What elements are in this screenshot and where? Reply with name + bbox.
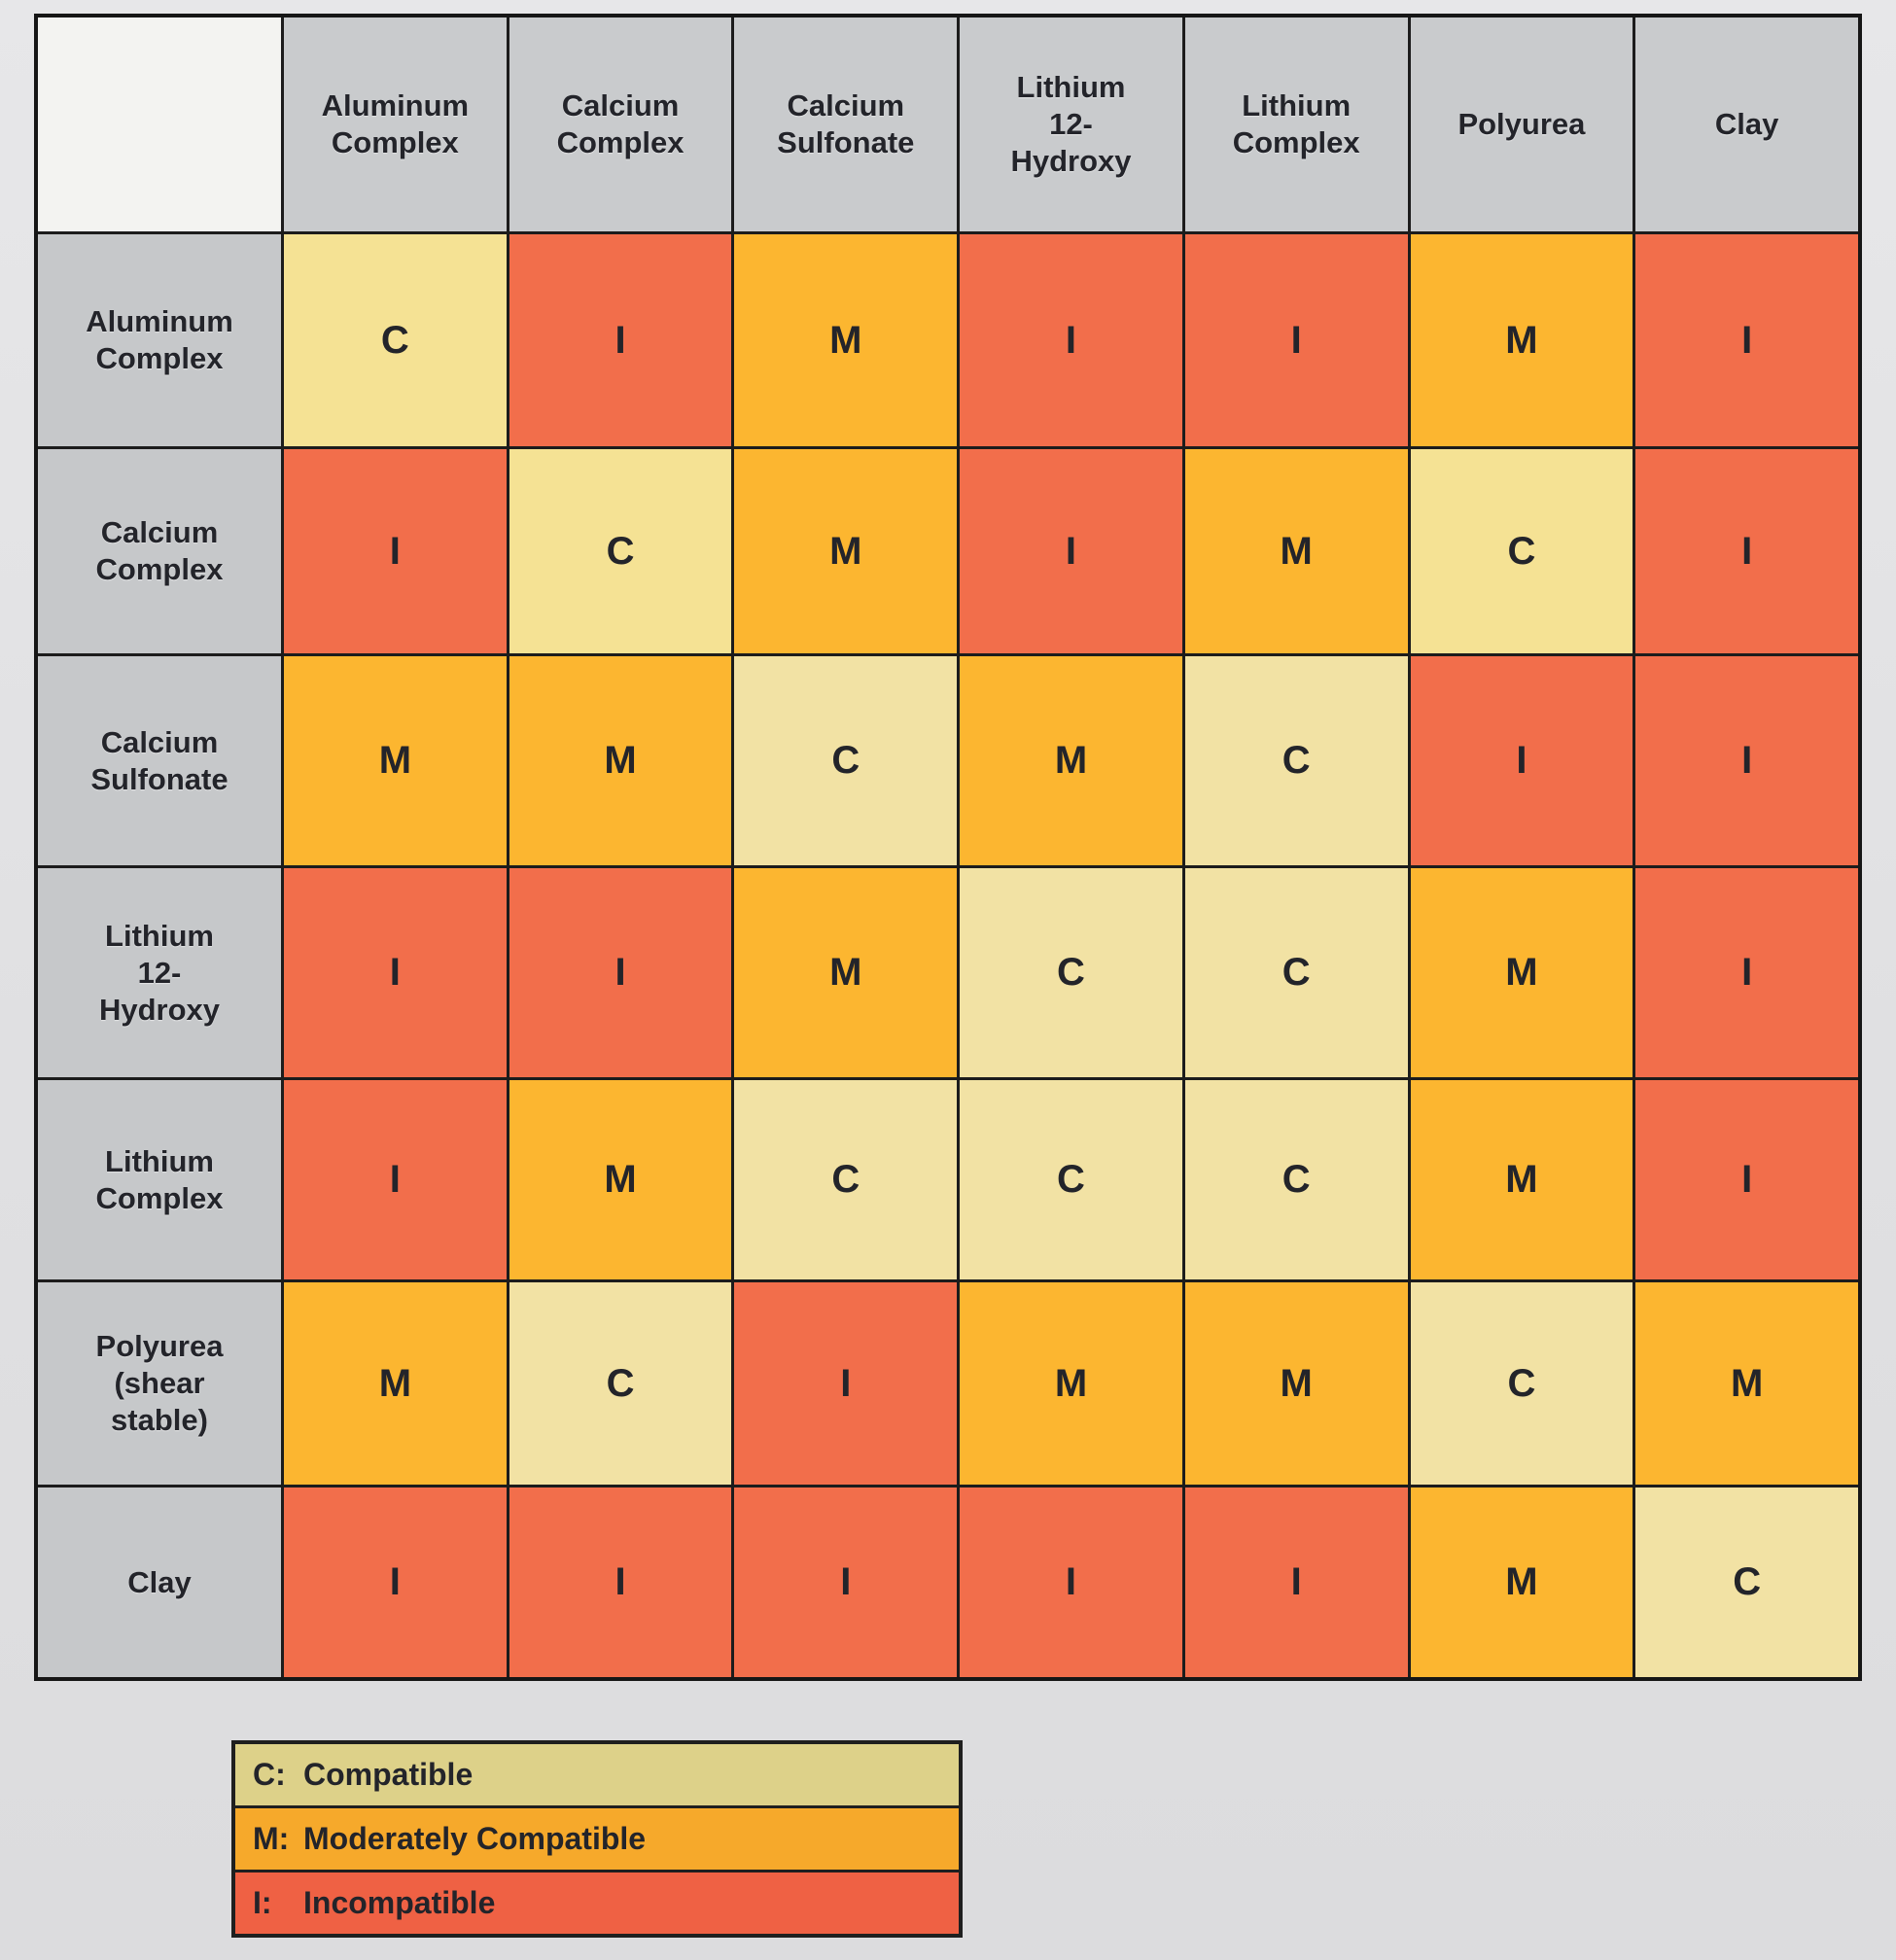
column-header-6: Polyurea: [1410, 18, 1633, 231]
legend-code-moderately-compatible: M:: [253, 1821, 290, 1856]
row-header-1: Aluminum Complex: [38, 234, 281, 446]
column-header-2: Calcium Complex: [509, 18, 732, 231]
matrix-cell-r2-c1: I: [284, 449, 507, 653]
matrix-cell-r6-c5: M: [1184, 1282, 1408, 1485]
legend-item-incompatible: I: Incompatible: [235, 1870, 959, 1934]
matrix-cell-r5-c7: I: [1635, 1080, 1858, 1279]
matrix-cell-r3-c7: I: [1635, 656, 1858, 865]
matrix-cell-r4-c2: I: [509, 868, 732, 1077]
column-header-5: Lithium Complex: [1184, 18, 1408, 231]
matrix-cell-r3-c3: C: [734, 656, 958, 865]
matrix-cell-r5-c5: C: [1184, 1080, 1408, 1279]
matrix-corner-cell: [38, 18, 281, 231]
legend: C: Compatible M: Moderately Compatible I…: [231, 1740, 963, 1938]
matrix-cell-r5-c4: C: [960, 1080, 1182, 1279]
matrix-cell-r2-c7: I: [1635, 449, 1858, 653]
row-header-2: Calcium Complex: [38, 449, 281, 653]
column-header-4: Lithium 12- Hydroxy: [960, 18, 1182, 231]
matrix-cell-r6-c7: M: [1635, 1282, 1858, 1485]
matrix-cell-r2-c4: I: [960, 449, 1182, 653]
matrix-cell-r3-c5: C: [1184, 656, 1408, 865]
legend-item-moderately-compatible: M: Moderately Compatible: [235, 1805, 959, 1870]
matrix-cell-r4-c7: I: [1635, 868, 1858, 1077]
matrix-cell-r5-c1: I: [284, 1080, 507, 1279]
matrix-cell-r2-c6: C: [1410, 449, 1633, 653]
matrix-cell-r7-c4: I: [960, 1488, 1182, 1677]
matrix-cell-r2-c2: C: [509, 449, 732, 653]
matrix-cell-r4-c1: I: [284, 868, 507, 1077]
matrix-cell-r4-c6: M: [1410, 868, 1633, 1077]
matrix-cell-r1-c3: M: [734, 234, 958, 446]
matrix-cell-r6-c6: C: [1410, 1282, 1633, 1485]
legend-code-incompatible: I:: [253, 1885, 272, 1920]
matrix-cell-r2-c5: M: [1184, 449, 1408, 653]
row-header-6: Polyurea (shear stable): [38, 1282, 281, 1485]
column-header-3: Calcium Sulfonate: [734, 18, 958, 231]
row-header-5: Lithium Complex: [38, 1080, 281, 1279]
matrix-cell-r1-c2: I: [509, 234, 732, 446]
matrix-cell-r1-c1: C: [284, 234, 507, 446]
matrix-cell-r5-c6: M: [1410, 1080, 1633, 1279]
row-header-4: Lithium 12- Hydroxy: [38, 868, 281, 1077]
matrix-cell-r5-c2: M: [509, 1080, 732, 1279]
column-header-1: Aluminum Complex: [284, 18, 507, 231]
matrix-cell-r2-c3: M: [734, 449, 958, 653]
matrix-cell-r6-c1: M: [284, 1282, 507, 1485]
row-header-3: Calcium Sulfonate: [38, 656, 281, 865]
legend-label-incompatible: Incompatible: [303, 1885, 496, 1920]
matrix-cell-r6-c4: M: [960, 1282, 1182, 1485]
matrix-cell-r7-c5: I: [1184, 1488, 1408, 1677]
matrix-cell-r1-c6: M: [1410, 234, 1633, 446]
matrix-cell-r1-c4: I: [960, 234, 1182, 446]
matrix-cell-r4-c4: C: [960, 868, 1182, 1077]
matrix-cell-r3-c1: M: [284, 656, 507, 865]
matrix-cell-r7-c2: I: [509, 1488, 732, 1677]
matrix-cell-r6-c3: I: [734, 1282, 958, 1485]
column-header-7: Clay: [1635, 18, 1858, 231]
matrix-cell-r3-c6: I: [1410, 656, 1633, 865]
matrix-cell-r7-c6: M: [1410, 1488, 1633, 1677]
matrix-cell-r7-c3: I: [734, 1488, 958, 1677]
legend-item-compatible: C: Compatible: [235, 1744, 959, 1805]
legend-code-compatible: C:: [253, 1757, 286, 1792]
matrix-cell-r4-c3: M: [734, 868, 958, 1077]
matrix-cell-r1-c5: I: [1184, 234, 1408, 446]
matrix-cell-r7-c1: I: [284, 1488, 507, 1677]
legend-label-compatible: Compatible: [303, 1757, 474, 1792]
row-header-7: Clay: [38, 1488, 281, 1677]
compatibility-matrix: Aluminum Complex Calcium Complex Calcium S…: [34, 14, 1862, 1681]
matrix-cell-r7-c7: C: [1635, 1488, 1858, 1677]
matrix-cell-r3-c2: M: [509, 656, 732, 865]
matrix-cell-r3-c4: M: [960, 656, 1182, 865]
matrix-cell-r5-c3: C: [734, 1080, 958, 1279]
matrix-cell-r1-c7: I: [1635, 234, 1858, 446]
matrix-cell-r6-c2: C: [509, 1282, 732, 1485]
legend-label-moderately-compatible: Moderately Compatible: [303, 1821, 647, 1856]
matrix-cell-r4-c5: C: [1184, 868, 1408, 1077]
